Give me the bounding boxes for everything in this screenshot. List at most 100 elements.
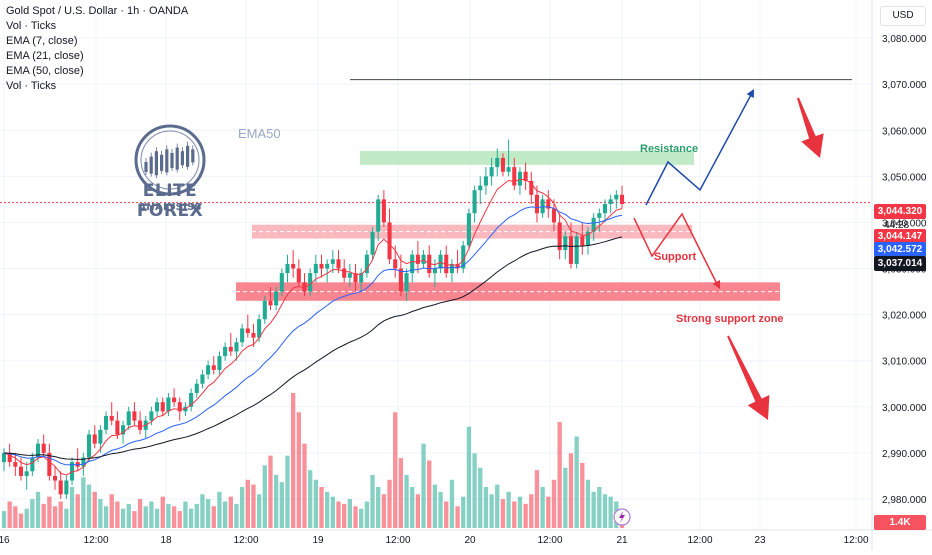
candle-body xyxy=(551,208,557,223)
candle-body xyxy=(563,236,568,251)
legend-line-ema7[interactable]: EMA (7, close) xyxy=(6,35,78,47)
logo-candle-body xyxy=(191,149,195,163)
volume-bar xyxy=(381,494,387,528)
legend-line-volume-2[interactable]: Vol · Ticks xyxy=(6,80,57,92)
volume-bar xyxy=(415,494,421,528)
candle-body xyxy=(466,213,471,246)
volume-bar xyxy=(370,474,375,528)
candle-body xyxy=(296,268,301,283)
logo-candle-body xyxy=(160,154,164,171)
volume-bar xyxy=(308,470,313,528)
legend-title[interactable]: Gold Spot / U.S. Dollar · 1h · OANDA xyxy=(6,5,189,17)
price-tick-label: 2,980.000 xyxy=(882,495,927,506)
volume-bar xyxy=(568,453,574,528)
legend-line-ema21[interactable]: EMA (21, close) xyxy=(6,50,84,62)
time-tick-label: 16 xyxy=(0,535,10,546)
volume-bar xyxy=(585,479,591,528)
candle-body xyxy=(291,263,296,269)
candle-body xyxy=(325,263,330,269)
candle-body xyxy=(353,273,358,283)
volume-bar xyxy=(319,487,324,528)
volume-bar xyxy=(98,499,103,528)
candle-body xyxy=(319,263,324,269)
logo-subtitle: ANALYSISS xyxy=(138,202,202,213)
bearish-projection-path xyxy=(633,212,719,287)
bearish-arrow-head xyxy=(712,280,721,289)
volume-bar xyxy=(75,494,80,528)
volume-bar xyxy=(591,491,596,528)
candle-body xyxy=(574,236,579,264)
volume-bar xyxy=(268,455,273,528)
time-tick-label: 12:00 xyxy=(385,535,410,546)
ema50-line xyxy=(3,236,623,460)
resistance-label: Resistance xyxy=(640,143,699,155)
candle-body xyxy=(223,346,228,357)
volume-bar xyxy=(58,501,63,528)
candle-body xyxy=(438,254,443,269)
volume-bar xyxy=(444,501,449,528)
candle-body xyxy=(149,411,154,421)
volume-bar xyxy=(154,508,160,528)
candle-body xyxy=(104,416,109,430)
volume-bar xyxy=(285,455,290,528)
volume-bar xyxy=(546,496,551,528)
candle-body xyxy=(512,167,517,186)
logo-emblem-ring xyxy=(134,124,206,196)
candle-body xyxy=(240,328,245,343)
candle-body xyxy=(347,273,352,278)
volume-bar xyxy=(296,412,301,528)
candle-body xyxy=(81,457,86,467)
volume-bar xyxy=(13,506,18,528)
logo-candle-body xyxy=(149,156,153,174)
ema7-line xyxy=(3,178,623,476)
candle-body xyxy=(342,268,347,278)
candle-body xyxy=(138,420,143,430)
candle-body xyxy=(115,420,120,435)
volume-bar xyxy=(342,503,347,528)
candle-body xyxy=(619,194,625,204)
candle-body xyxy=(98,429,103,444)
candle-body xyxy=(483,176,488,186)
time-tick-label: 21 xyxy=(616,535,628,546)
candle-body xyxy=(495,157,500,168)
bearish-big-arrow-top xyxy=(797,97,824,158)
logo-emblem-inner xyxy=(140,130,200,190)
last-price-tag: 3,044.320 xyxy=(874,204,926,219)
strong-support-zone xyxy=(236,282,780,301)
candle-body xyxy=(330,259,335,264)
resistance-zone xyxy=(360,151,694,165)
legend-line-ema50[interactable]: EMA (50, close) xyxy=(6,65,84,77)
currency-button[interactable]: USD xyxy=(880,6,926,26)
candle-body xyxy=(376,199,381,232)
logo-candle-body xyxy=(144,162,148,172)
volume-bar xyxy=(256,494,262,528)
volume-bar xyxy=(325,491,330,528)
volume-bar xyxy=(137,499,143,528)
candle-body xyxy=(313,263,318,274)
candle-body xyxy=(155,402,160,412)
bearish-big-arrow-bottom xyxy=(727,335,770,420)
ema50-watermark: EMA50 xyxy=(238,126,281,141)
volume-bar xyxy=(228,496,233,528)
legend-line-volume[interactable]: Vol · Ticks xyxy=(6,20,57,32)
volume-bar xyxy=(427,460,432,528)
volume-tag: 1.4K xyxy=(874,515,926,530)
candle-body xyxy=(523,171,528,181)
volume-bar xyxy=(534,470,540,528)
volume-bar xyxy=(222,501,228,528)
time-tick-label: 12:00 xyxy=(843,535,868,546)
volume-bar xyxy=(608,496,613,528)
volume-bar xyxy=(143,506,148,528)
volume-bar xyxy=(217,491,222,528)
volume-bar xyxy=(387,479,392,528)
volume-bar xyxy=(126,503,131,528)
candle-body xyxy=(47,452,52,476)
volume-bar xyxy=(404,474,409,528)
candle-body xyxy=(30,457,35,472)
volume-bar xyxy=(302,443,307,528)
volume-bar xyxy=(200,494,205,528)
volume-bar xyxy=(262,465,267,528)
candle-body xyxy=(58,480,63,495)
